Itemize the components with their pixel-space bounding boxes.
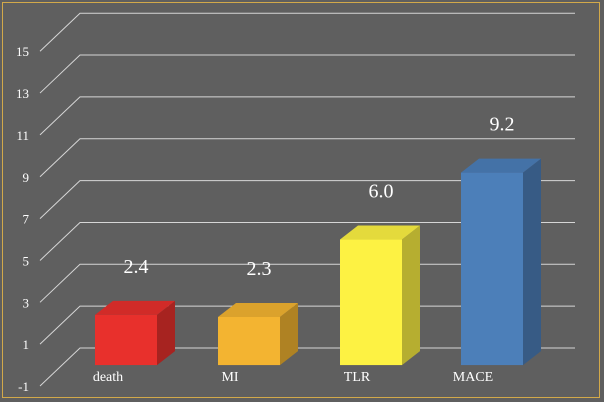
bar-side xyxy=(280,302,298,366)
category-label: MACE xyxy=(453,370,493,385)
gridline xyxy=(39,12,575,52)
category-label: MI xyxy=(221,370,238,385)
bar-TLR xyxy=(340,225,420,366)
bar-front xyxy=(461,172,523,366)
data-label: 9.2 xyxy=(490,114,515,136)
category-label: TLR xyxy=(344,370,371,385)
y-tick-label: 15 xyxy=(16,44,29,59)
bar-side xyxy=(402,225,420,366)
bar-side xyxy=(523,158,541,366)
gridline xyxy=(39,54,575,94)
y-tick-label: 3 xyxy=(23,295,30,310)
category-label: death xyxy=(93,370,123,385)
y-tick-label: -1 xyxy=(18,379,29,394)
y-tick-label: 11 xyxy=(16,128,29,143)
gridline xyxy=(39,138,575,178)
y-tick-label: 1 xyxy=(23,337,30,352)
data-label: 2.4 xyxy=(124,256,149,278)
bar-front xyxy=(95,314,157,366)
gridline xyxy=(39,221,575,261)
bar-MACE xyxy=(461,158,541,366)
bar-side xyxy=(157,300,175,366)
y-tick-label: 9 xyxy=(23,170,30,185)
bar-top xyxy=(95,300,175,315)
y-tick-label: 7 xyxy=(23,212,30,227)
bar-MI xyxy=(218,302,298,366)
bar-top xyxy=(218,302,298,317)
bar-top xyxy=(340,225,420,240)
bar-front xyxy=(218,316,280,366)
bar-top xyxy=(461,158,541,173)
gridline xyxy=(39,180,575,219)
data-label: 2.3 xyxy=(247,258,272,280)
bar-front xyxy=(340,239,402,366)
bar-death xyxy=(95,300,175,366)
gridline xyxy=(39,96,575,136)
y-tick-label: 13 xyxy=(16,86,29,101)
data-label: 6.0 xyxy=(369,181,394,203)
y-tick-label: 5 xyxy=(23,253,30,268)
